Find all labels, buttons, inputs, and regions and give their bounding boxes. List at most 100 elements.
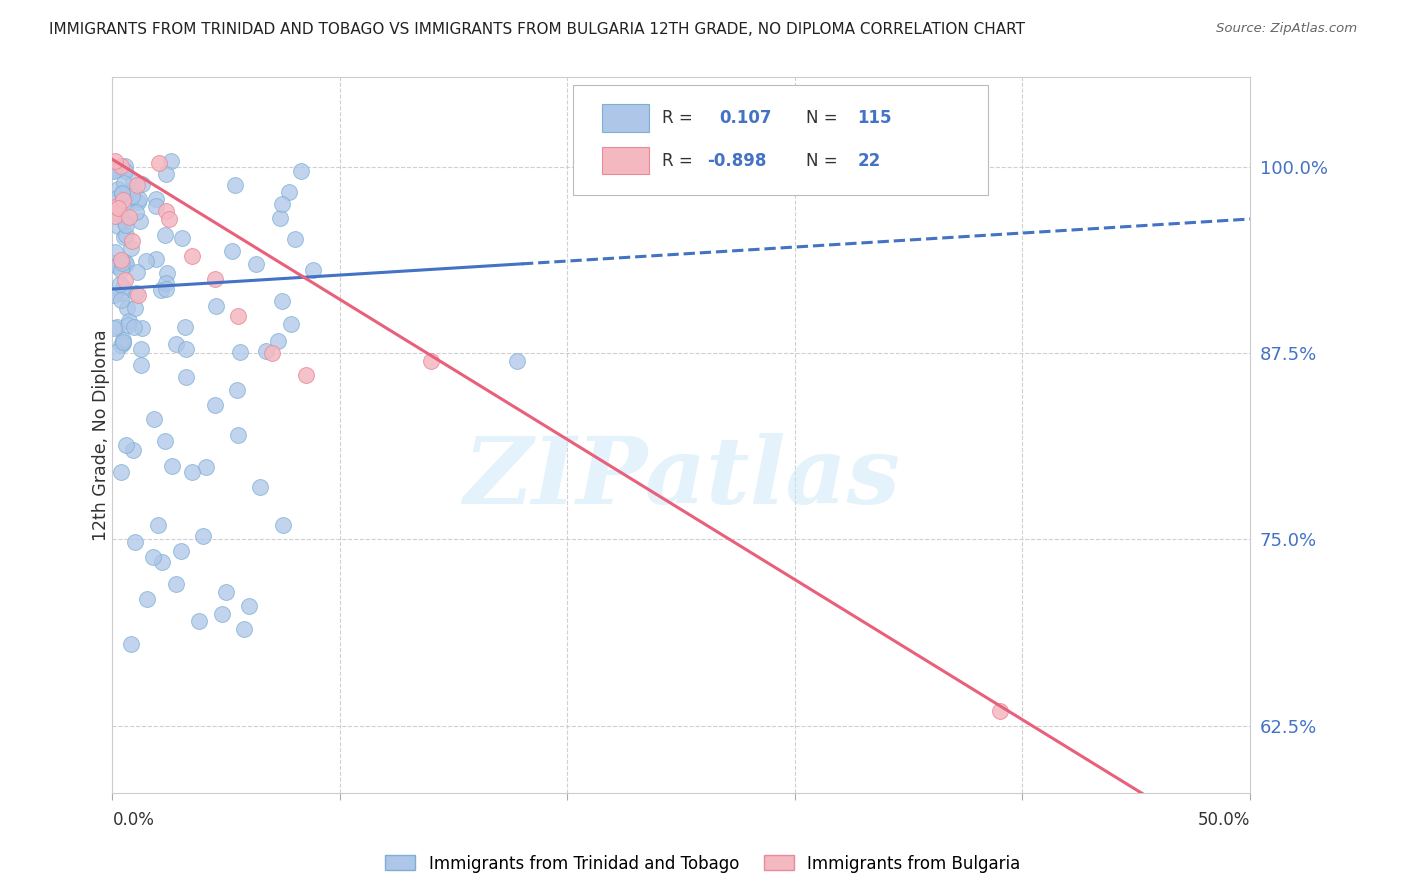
Point <box>104 154 127 169</box>
Point <box>115 219 138 233</box>
Point <box>110 286 132 301</box>
Point <box>152 555 174 569</box>
Point <box>115 228 138 243</box>
Point <box>295 368 318 383</box>
Point <box>111 186 134 200</box>
Point <box>107 219 129 233</box>
Point <box>103 163 125 178</box>
Point <box>194 460 217 475</box>
Text: R =: R = <box>662 152 693 169</box>
Point <box>104 244 127 259</box>
Point <box>224 178 246 193</box>
Text: 0.107: 0.107 <box>718 109 772 127</box>
Point <box>120 241 142 255</box>
Point <box>105 319 128 334</box>
Point <box>204 299 226 313</box>
Point <box>193 529 215 543</box>
Point <box>280 317 302 331</box>
Point <box>148 156 170 170</box>
Point <box>174 320 197 334</box>
Point <box>160 153 183 168</box>
Point <box>118 210 141 224</box>
Point <box>156 266 179 280</box>
Text: 22: 22 <box>858 152 880 169</box>
Point <box>114 159 136 173</box>
Point <box>135 592 157 607</box>
Point <box>131 342 153 356</box>
Point <box>120 637 142 651</box>
Point <box>170 544 193 558</box>
Point <box>110 253 132 268</box>
Point <box>112 193 135 207</box>
Point <box>278 185 301 199</box>
Point <box>204 271 226 285</box>
Point <box>290 164 312 178</box>
Point <box>165 337 187 351</box>
Point <box>131 177 153 191</box>
Point <box>260 346 283 360</box>
Point <box>112 279 135 293</box>
Point <box>105 199 128 213</box>
Point <box>110 465 132 479</box>
Text: R =: R = <box>662 109 693 127</box>
Point <box>254 344 277 359</box>
Point <box>115 301 138 315</box>
Point <box>420 353 443 368</box>
Point <box>215 584 238 599</box>
Text: Source: ZipAtlas.com: Source: ZipAtlas.com <box>1216 22 1357 36</box>
Point <box>226 384 249 398</box>
Point <box>145 192 167 206</box>
Point <box>271 293 294 308</box>
Legend: Immigrants from Trinidad and Tobago, Immigrants from Bulgaria: Immigrants from Trinidad and Tobago, Imm… <box>378 848 1028 880</box>
Point <box>125 286 148 301</box>
Point <box>103 256 125 270</box>
Point <box>108 207 131 221</box>
Point <box>105 260 128 274</box>
Point <box>142 550 165 565</box>
Point <box>145 252 167 266</box>
Point <box>111 256 134 270</box>
Point <box>122 320 145 334</box>
Text: 0.0%: 0.0% <box>112 811 155 829</box>
Point <box>135 254 157 268</box>
Point <box>105 344 128 359</box>
Point <box>121 234 143 248</box>
Point <box>103 288 125 302</box>
Point <box>155 282 177 296</box>
Text: N =: N = <box>807 109 838 127</box>
Point <box>146 517 169 532</box>
Point <box>150 283 173 297</box>
Point <box>103 321 125 335</box>
Point <box>107 201 129 215</box>
Text: ZIPatlas: ZIPatlas <box>463 433 900 523</box>
Point <box>153 434 176 449</box>
Point <box>124 301 146 316</box>
Point <box>155 203 177 218</box>
Point <box>988 704 1011 718</box>
Point <box>187 615 209 629</box>
Point <box>153 227 176 242</box>
Point <box>506 353 529 368</box>
Point <box>142 412 165 426</box>
Point <box>226 428 249 442</box>
Point <box>118 314 141 328</box>
Point <box>170 231 193 245</box>
Point <box>121 174 143 188</box>
Point <box>181 466 204 480</box>
Point <box>111 335 134 350</box>
Point <box>122 442 145 457</box>
Point <box>110 338 132 352</box>
Point <box>176 342 198 356</box>
Text: 50.0%: 50.0% <box>1198 811 1250 829</box>
Point <box>269 211 291 226</box>
Point <box>131 320 153 334</box>
Point <box>124 205 146 219</box>
Point <box>129 214 152 228</box>
Point <box>238 599 260 614</box>
Point <box>112 215 135 229</box>
Point <box>127 288 149 302</box>
Point <box>117 318 139 332</box>
Text: IMMIGRANTS FROM TRINIDAD AND TOBAGO VS IMMIGRANTS FROM BULGARIA 12TH GRADE, NO D: IMMIGRANTS FROM TRINIDAD AND TOBAGO VS I… <box>49 22 1025 37</box>
Point <box>110 263 132 277</box>
Point <box>204 398 226 412</box>
